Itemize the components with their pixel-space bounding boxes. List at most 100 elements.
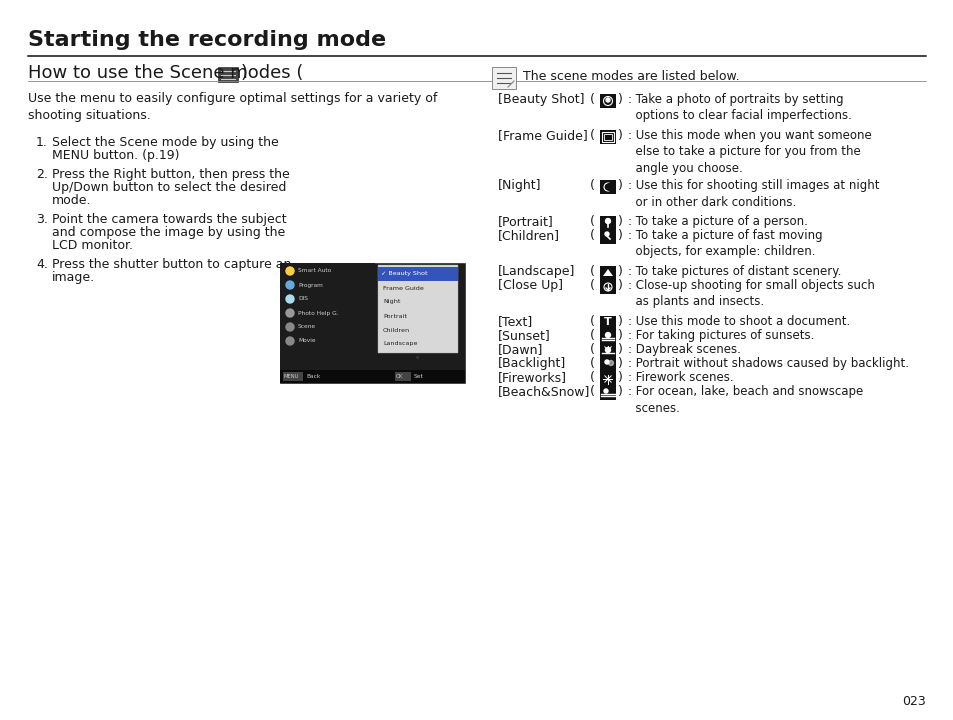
Text: (: ( — [589, 371, 595, 384]
Circle shape — [286, 267, 294, 275]
Text: [Text]: [Text] — [497, 315, 533, 328]
Text: ): ) — [618, 229, 622, 242]
Text: (: ( — [589, 229, 595, 242]
Text: [Beach&Snow]: [Beach&Snow] — [497, 385, 590, 398]
Text: ): ) — [618, 265, 622, 278]
Text: : Use this for shooting still images at night
  or in other dark conditions.: : Use this for shooting still images at … — [627, 179, 879, 209]
Bar — [280, 263, 464, 383]
Text: (: ( — [589, 385, 595, 398]
Text: ): ) — [618, 385, 622, 398]
Text: : Firework scenes.: : Firework scenes. — [627, 371, 733, 384]
Text: : Portrait without shadows caused by backlight.: : Portrait without shadows caused by bac… — [627, 357, 908, 370]
Circle shape — [286, 309, 294, 317]
Bar — [603, 134, 612, 140]
Text: ): ) — [618, 371, 622, 384]
Text: (: ( — [589, 93, 595, 106]
Circle shape — [604, 232, 608, 236]
Text: DIS: DIS — [297, 297, 308, 302]
Text: ): ) — [241, 64, 248, 82]
Bar — [218, 67, 237, 82]
Circle shape — [286, 295, 294, 303]
Bar — [599, 330, 616, 344]
Text: Frame Guide: Frame Guide — [382, 286, 423, 290]
Bar — [280, 263, 375, 371]
Text: [Frame Guide]: [Frame Guide] — [497, 129, 587, 142]
Circle shape — [286, 323, 294, 331]
Text: ): ) — [618, 357, 622, 370]
Text: (: ( — [589, 315, 595, 328]
Bar — [377, 265, 457, 353]
Text: : To take a picture of a person.: : To take a picture of a person. — [627, 215, 807, 228]
Text: MENU button. (p.19): MENU button. (p.19) — [52, 149, 179, 162]
Text: ): ) — [618, 279, 622, 292]
Text: Select the Scene mode by using the: Select the Scene mode by using the — [52, 136, 278, 149]
Text: MENU: MENU — [284, 374, 299, 379]
Text: OK: OK — [395, 374, 403, 379]
Text: Night: Night — [382, 300, 400, 305]
Text: (: ( — [589, 343, 595, 356]
Text: [Children]: [Children] — [497, 229, 559, 242]
Circle shape — [603, 389, 607, 393]
Text: Press the shutter button to capture an: Press the shutter button to capture an — [52, 258, 291, 271]
Bar — [599, 230, 616, 244]
Text: : Daybreak scenes.: : Daybreak scenes. — [627, 343, 740, 356]
Text: : To take a picture of fast moving
  objects, for example: children.: : To take a picture of fast moving objec… — [627, 229, 821, 258]
Text: [Beauty Shot]: [Beauty Shot] — [497, 93, 584, 106]
Bar — [599, 180, 616, 194]
Text: (: ( — [589, 357, 595, 370]
Text: [Dawn]: [Dawn] — [497, 343, 543, 356]
Bar — [599, 130, 616, 144]
Text: (: ( — [589, 329, 595, 342]
Polygon shape — [602, 269, 613, 276]
Text: ✓ Beauty Shot: ✓ Beauty Shot — [380, 271, 427, 276]
Bar — [377, 267, 457, 281]
Text: [Backlight]: [Backlight] — [497, 357, 566, 370]
Text: [Close Up]: [Close Up] — [497, 279, 562, 292]
Text: : To take pictures of distant scenery.: : To take pictures of distant scenery. — [627, 265, 841, 278]
Text: Starting the recording mode: Starting the recording mode — [28, 30, 386, 50]
Bar — [599, 216, 616, 230]
Bar — [599, 372, 616, 386]
Text: [Fireworks]: [Fireworks] — [497, 371, 566, 384]
Bar — [599, 316, 616, 330]
Text: Back: Back — [306, 374, 320, 379]
Text: LCD monitor.: LCD monitor. — [52, 239, 132, 252]
Bar — [599, 386, 616, 400]
Circle shape — [605, 348, 610, 353]
Text: Portrait: Portrait — [382, 313, 406, 318]
Text: 1.: 1. — [36, 136, 48, 149]
Text: image.: image. — [52, 271, 95, 284]
Text: : Use this mode to shoot a document.: : Use this mode to shoot a document. — [627, 315, 849, 328]
Text: : Take a photo of portraits by setting
  options to clear facial imperfections.: : Take a photo of portraits by setting o… — [627, 93, 851, 122]
Text: 023: 023 — [902, 695, 925, 708]
Bar — [280, 370, 464, 383]
Bar — [395, 372, 411, 381]
Text: Movie: Movie — [297, 338, 315, 343]
Text: (: ( — [589, 265, 595, 278]
Circle shape — [605, 98, 609, 102]
Bar — [599, 266, 616, 280]
FancyBboxPatch shape — [492, 67, 516, 89]
Text: (: ( — [589, 179, 595, 192]
Text: ): ) — [618, 343, 622, 356]
Bar — [599, 358, 616, 372]
Text: T: T — [603, 317, 611, 327]
Circle shape — [286, 337, 294, 345]
Text: ): ) — [618, 329, 622, 342]
Text: Landscape: Landscape — [382, 341, 417, 346]
Text: Point the camera towards the subject: Point the camera towards the subject — [52, 213, 286, 226]
Text: (: ( — [589, 215, 595, 228]
Text: [Landscape]: [Landscape] — [497, 265, 575, 278]
Text: ): ) — [618, 93, 622, 106]
Bar — [601, 132, 614, 142]
Text: : Close-up shooting for small objects such
  as plants and insects.: : Close-up shooting for small objects su… — [627, 279, 874, 308]
Bar — [599, 280, 616, 294]
Circle shape — [605, 218, 610, 223]
Text: Photo Help G.: Photo Help G. — [297, 310, 338, 315]
Text: ): ) — [618, 129, 622, 142]
Text: Program: Program — [297, 282, 322, 287]
Text: Use the menu to easily configure optimal settings for a variety of
shooting situ: Use the menu to easily configure optimal… — [28, 92, 436, 122]
Text: Smart Auto: Smart Auto — [297, 269, 331, 274]
Text: The scene modes are listed below.: The scene modes are listed below. — [522, 70, 739, 83]
Text: [Night]: [Night] — [497, 179, 541, 192]
